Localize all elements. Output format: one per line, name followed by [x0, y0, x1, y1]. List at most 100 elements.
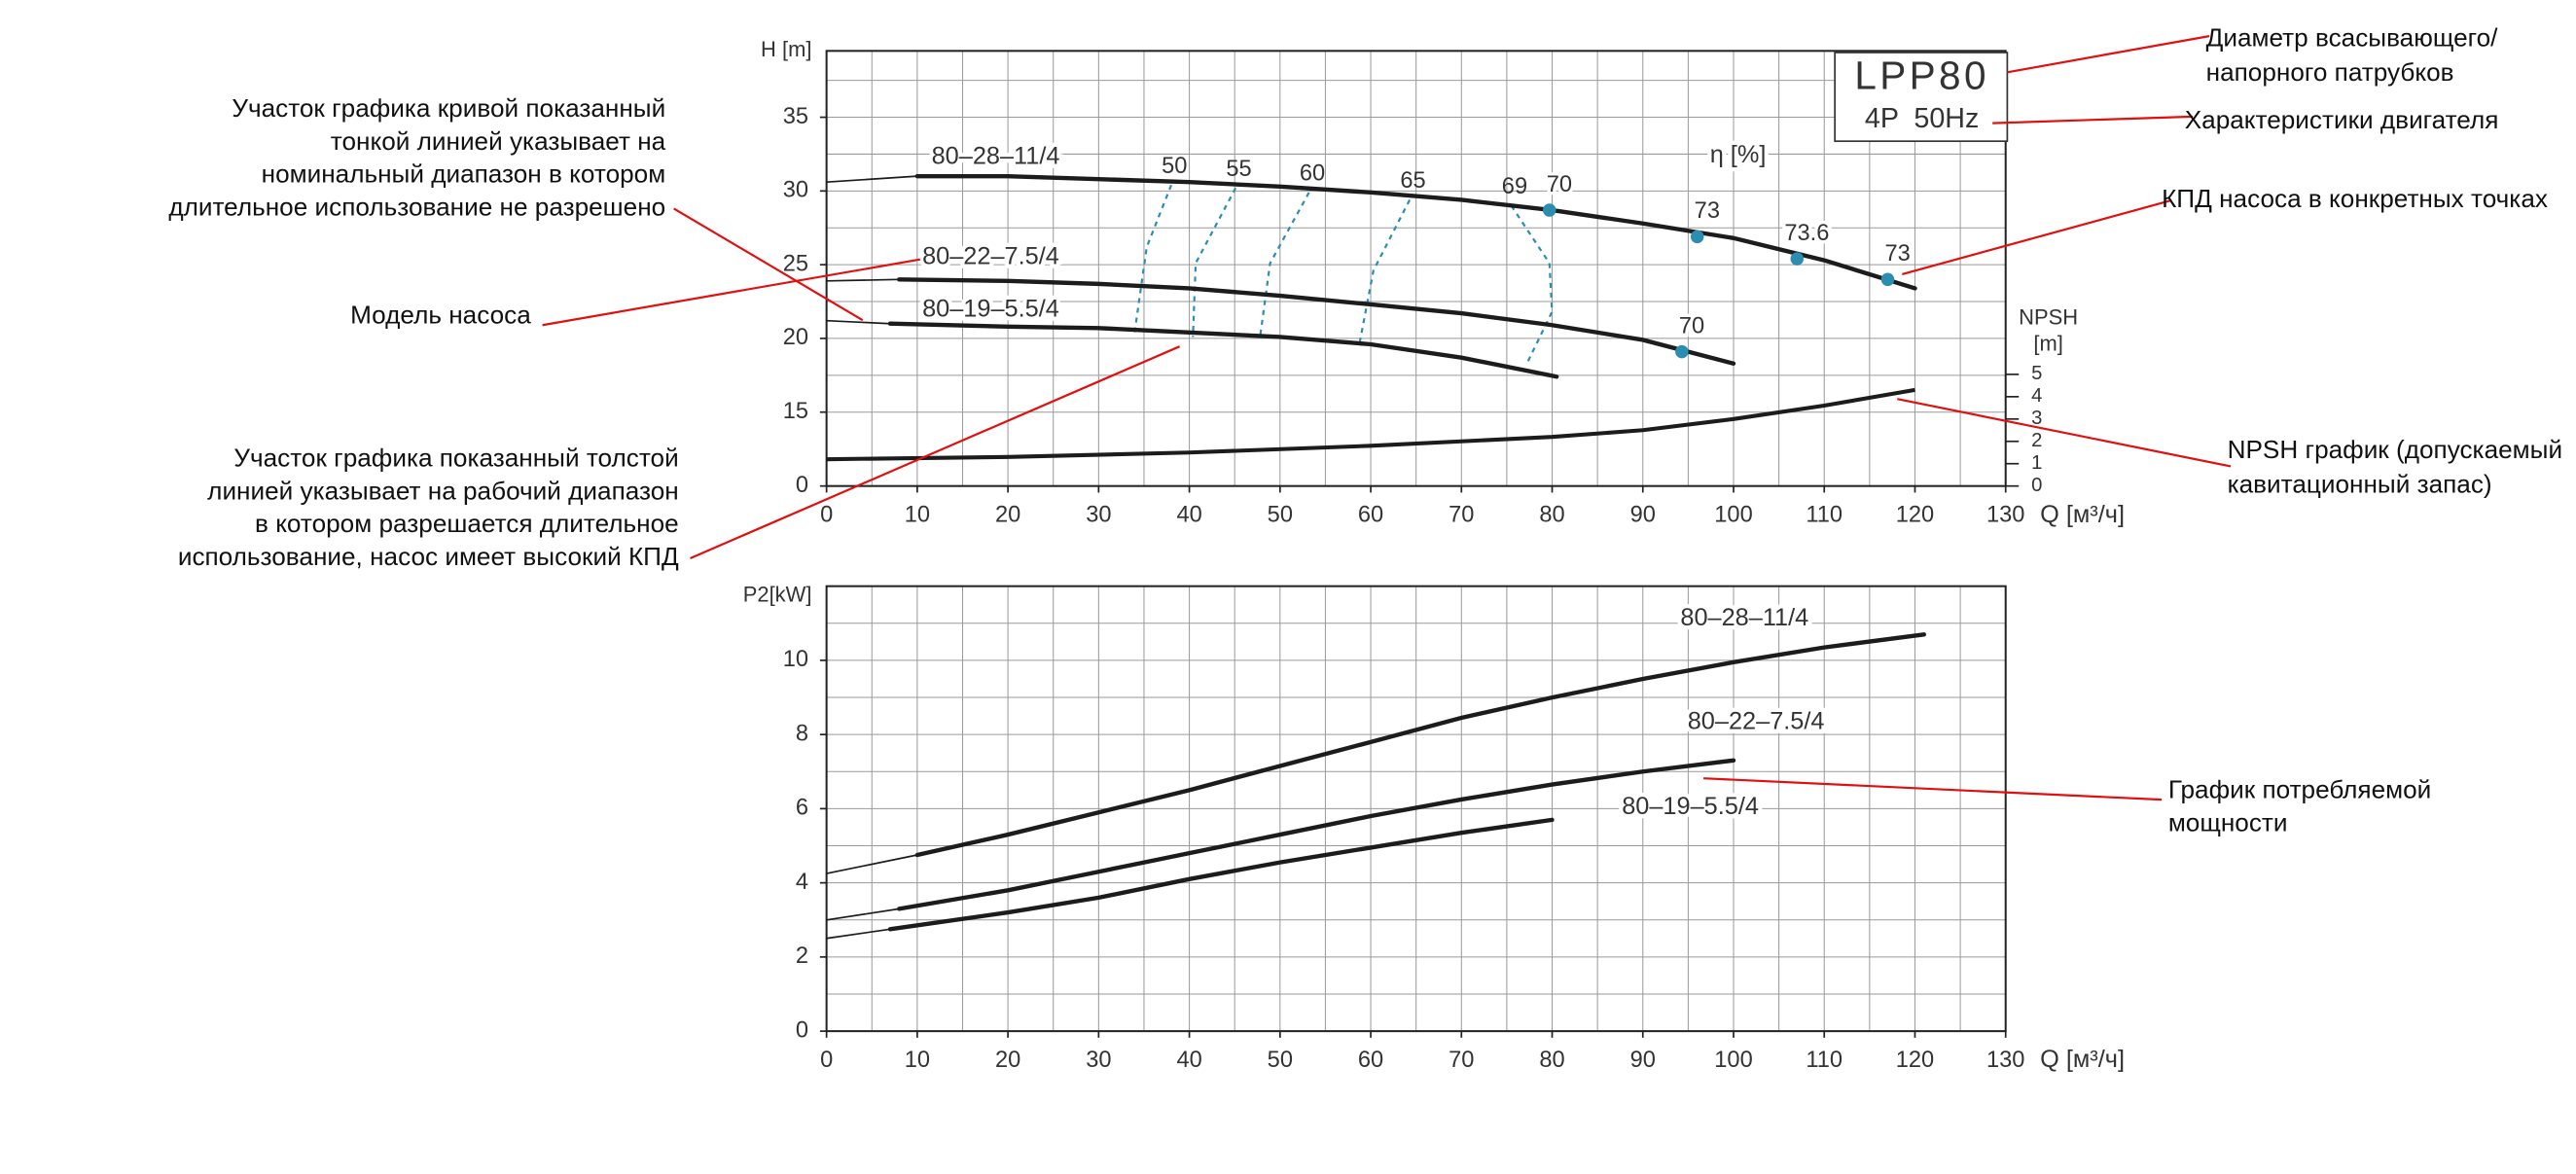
x-tick-label: 10	[905, 502, 930, 527]
curve-thin	[825, 907, 901, 921]
y-axis-label: H [m]	[761, 37, 811, 61]
series-label: 80–28–11/4	[1680, 604, 1808, 631]
x-tick-label: 120	[1896, 502, 1934, 527]
plot-frame	[825, 50, 2007, 487]
y2-tick-label: 3	[2031, 408, 2042, 429]
series-label: 80–28–11/4	[932, 143, 1060, 170]
model-box	[1834, 52, 2009, 143]
y2-tick-label: 2	[2031, 430, 2042, 451]
npsh-line	[826, 387, 1915, 462]
efficiency-point-label: 70	[1547, 172, 1572, 197]
series-label: 80–19–5.5/4	[922, 296, 1059, 323]
curve-thin	[825, 278, 901, 282]
annotation: использование, насос имеет высокий КПД	[178, 542, 679, 571]
curve-thick	[914, 632, 1927, 858]
y-tick-label: 35	[783, 104, 808, 129]
efficiency-contour	[1132, 184, 1172, 338]
y2-axis-label: NPSH	[2019, 304, 2078, 329]
x-axis-label: Q [м³/ч]	[2040, 1046, 2125, 1073]
efficiency-point	[1880, 272, 1895, 287]
curve-thin	[825, 854, 918, 874]
x-tick-label: 20	[995, 1048, 1020, 1073]
annotation: мощности	[2168, 807, 2288, 836]
x-tick-label: 40	[1176, 502, 1201, 527]
x-tick-label: 110	[1806, 1048, 1843, 1073]
y-tick-label: 4	[796, 870, 808, 895]
annotation: Участок графика показанный толстой	[233, 444, 678, 473]
x-tick-label: 110	[1806, 502, 1843, 527]
efficiency-contour	[1510, 204, 1554, 363]
leader-line	[1902, 198, 2172, 275]
annotation: линией указывает на рабочий диапазон	[207, 476, 679, 505]
x-tick-label: 130	[1986, 1048, 2024, 1073]
leader-line	[1992, 115, 2194, 125]
y2-tick-label: 5	[2031, 363, 2042, 384]
efficiency-contour-label: 65	[1400, 168, 1425, 194]
x-tick-label: 30	[1086, 1048, 1111, 1073]
x-tick-label: 80	[1539, 502, 1564, 527]
x-tick-label: 0	[820, 502, 833, 527]
x-tick-label: 40	[1176, 1048, 1201, 1073]
x-tick-label: 30	[1086, 502, 1111, 527]
annotation: номинальный диапазон в котором	[262, 160, 666, 189]
leader-line	[673, 207, 864, 322]
efficiency-contour	[1259, 192, 1310, 338]
efficiency-point	[1675, 344, 1689, 359]
x-tick-label: 70	[1449, 502, 1474, 527]
y-tick-label: 0	[796, 1017, 808, 1043]
x-tick-label: 100	[1714, 1048, 1752, 1073]
annotation: КПД насоса в конкретных точках	[2162, 184, 2548, 213]
efficiency-point	[1690, 230, 1704, 244]
y2-tick-label: 1	[2031, 452, 2042, 474]
leader-line	[1703, 777, 2163, 801]
y-tick-label: 0	[796, 473, 808, 498]
x-tick-label: 60	[1358, 502, 1383, 527]
annotation: Модель насоса	[350, 301, 531, 330]
efficiency-contour-label: 55	[1226, 157, 1251, 182]
annotation: NPSH график (допускаемый	[2228, 435, 2562, 464]
y-tick-label: 20	[783, 325, 808, 350]
y-tick-label: 8	[796, 721, 808, 746]
y-tick-label: 10	[783, 647, 808, 672]
x-tick-label: 60	[1358, 1048, 1383, 1073]
x-tick-label: 130	[1986, 502, 2024, 527]
y-tick-label: 25	[783, 251, 808, 276]
series-label: 80–22–7.5/4	[1688, 707, 1825, 734]
annotation: тонкой линией указывает на	[331, 126, 666, 156]
efficiency-contour-label: 60	[1300, 161, 1325, 187]
y-tick-label: 15	[783, 399, 808, 424]
leader-line	[690, 345, 1181, 559]
y-axis-label: P2[kW]	[743, 583, 812, 607]
annotation: напорного патрубков	[2206, 57, 2454, 87]
efficiency-contour	[1358, 198, 1412, 342]
curve-thick	[897, 277, 1736, 366]
curve-thick	[887, 817, 1555, 932]
y-tick-label: 6	[796, 796, 808, 821]
x-tick-label: 0	[820, 1048, 833, 1073]
annotation: длительное использование не разрешено	[168, 192, 665, 221]
model-subtitle: 4P 50Hz	[1865, 103, 1979, 134]
efficiency-axis-label: η [%]	[1710, 141, 1767, 168]
x-tick-label: 10	[905, 1048, 930, 1073]
charts: 0 10 20 30 40 50 60 70 80 90 100 110 120 130015202530…	[743, 37, 2125, 1073]
series-label: 80–22–7.5/4	[922, 243, 1059, 270]
efficiency-contour-label: 69	[1502, 174, 1527, 199]
efficiency-point-label: 73.6	[1784, 221, 1829, 246]
y-tick-label: 30	[783, 178, 808, 203]
annotation: в котором разрешается длительное	[255, 509, 679, 538]
curve-thin	[825, 319, 891, 325]
curve-thick	[897, 758, 1736, 911]
leader-line	[542, 258, 921, 327]
x-tick-label: 50	[1268, 502, 1293, 527]
efficiency-contour-label: 50	[1162, 154, 1187, 179]
efficiency-point	[1542, 203, 1556, 217]
curve-thick	[914, 173, 1917, 291]
curve-thick	[887, 321, 1559, 379]
y-tick-label: 2	[796, 943, 808, 969]
x-tick-label: 70	[1449, 1048, 1474, 1073]
annotation: Характеристики двигателя	[2185, 105, 2499, 134]
x-tick-label: 90	[1630, 1048, 1656, 1073]
x-axis-label: Q [м³/ч]	[2040, 501, 2125, 528]
efficiency-point-label: 73	[1695, 198, 1720, 224]
